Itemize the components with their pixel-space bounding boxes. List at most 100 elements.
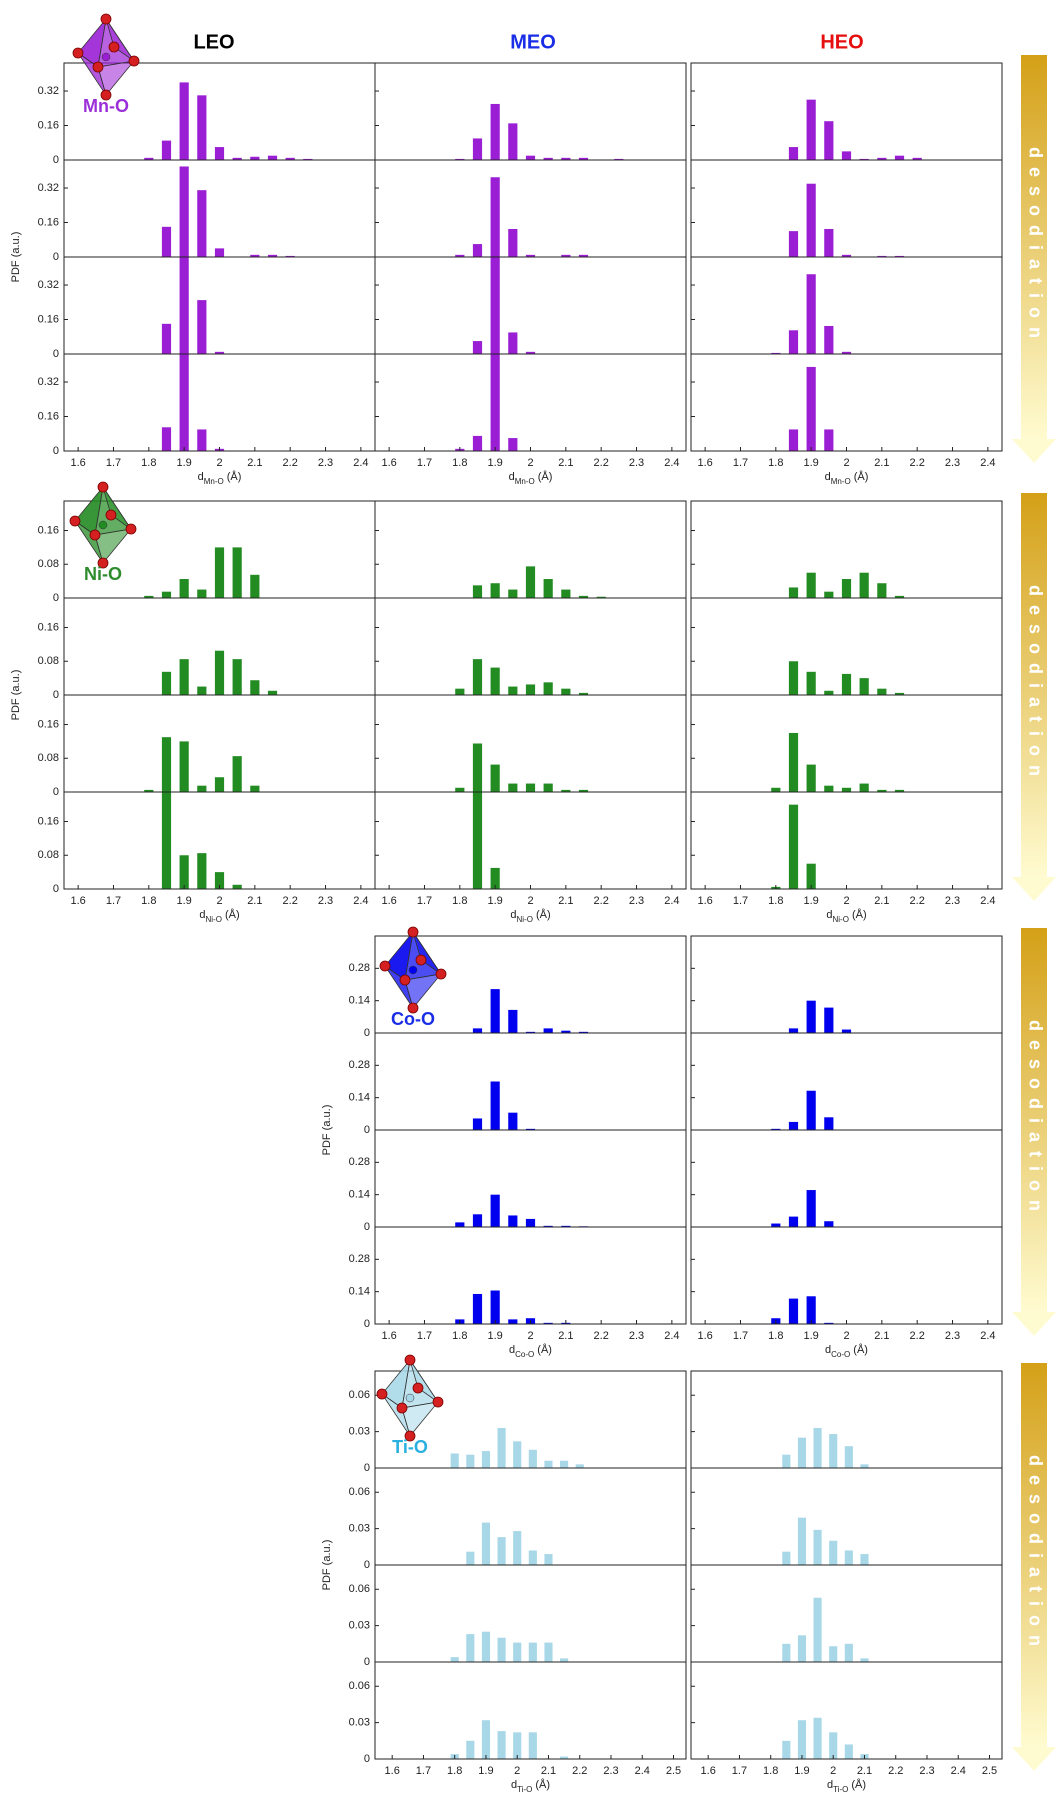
bar — [508, 1113, 517, 1130]
y-tick-label: 0.03 — [349, 1620, 370, 1632]
bar — [771, 1224, 780, 1227]
column-title: LEO — [193, 31, 234, 53]
bar — [233, 547, 242, 598]
side-label: desodiation — [1025, 1020, 1045, 1220]
panel-bars — [771, 274, 851, 354]
oxygen-atom — [380, 961, 390, 971]
bar — [473, 138, 482, 160]
bar — [789, 231, 798, 257]
x-axis-label: dMn-O(Å) — [825, 470, 869, 486]
bar — [250, 575, 259, 598]
bar — [526, 156, 535, 160]
bar — [491, 104, 500, 160]
metal-atom — [409, 966, 417, 974]
x-tick-label: 2.4 — [664, 457, 679, 469]
oxygen-atom — [93, 62, 103, 72]
y-tick-label: 0.32 — [38, 279, 59, 291]
bar — [491, 583, 500, 598]
bar — [473, 1028, 482, 1033]
x-label-sub: Co-O — [831, 1350, 850, 1359]
bar — [877, 689, 886, 695]
y-tick-label: 0 — [53, 592, 59, 604]
x-tick-label: 2.4 — [980, 457, 995, 469]
x-label-sub: Ni-O — [517, 915, 533, 924]
bar — [529, 1643, 537, 1662]
y-tick-label: 0.28 — [349, 1156, 370, 1168]
bar — [466, 1455, 474, 1468]
panel-bars — [162, 166, 295, 257]
panel-bars — [789, 573, 904, 598]
bar — [473, 436, 482, 451]
panel-bars — [144, 547, 259, 598]
x-tick-label: 2.3 — [919, 1765, 934, 1777]
bar — [807, 100, 816, 160]
bar — [508, 784, 517, 792]
panel-frame — [64, 257, 375, 354]
panel-bars — [451, 1632, 569, 1662]
panel-bars — [771, 1190, 833, 1227]
x-axis-label: dNi-O(Å) — [199, 908, 239, 924]
x-tick-label: 1.7 — [416, 1765, 431, 1777]
panel-frame — [691, 257, 1002, 354]
x-label-unit: (Å) — [537, 1343, 552, 1356]
panel-bars — [455, 352, 517, 451]
x-tick-label: 2.1 — [874, 457, 889, 469]
bar — [180, 166, 189, 257]
panel-frame — [691, 695, 1002, 792]
x-tick-label: 1.6 — [381, 457, 396, 469]
bar — [829, 1646, 837, 1662]
bar — [807, 1091, 816, 1130]
bar — [544, 1461, 552, 1468]
y-tick-label: 0 — [364, 1753, 370, 1765]
bar — [782, 1455, 790, 1468]
bar — [789, 330, 798, 354]
x-axis-label: dNi-O(Å) — [510, 908, 550, 924]
bar — [560, 1658, 568, 1662]
panel-frame — [64, 354, 375, 451]
x-tick-label: 1.8 — [141, 895, 156, 907]
panel-bars — [789, 661, 904, 695]
panel-bars — [455, 1195, 588, 1227]
x-tick-label: 2.2 — [594, 1330, 609, 1342]
x-label-sub: Mn-O — [515, 477, 535, 486]
panel-frame — [375, 598, 686, 695]
y-tick-label: 0.08 — [38, 849, 59, 861]
panel-frame — [375, 257, 686, 354]
bar — [842, 579, 851, 598]
panel-bars — [789, 1001, 851, 1033]
x-tick-label: 2.4 — [980, 1330, 995, 1342]
bar — [491, 989, 500, 1033]
x-label-sub: Mn-O — [831, 477, 851, 486]
bar — [215, 651, 224, 695]
bar — [197, 429, 206, 451]
bar — [473, 585, 482, 598]
x-tick-label: 2.1 — [857, 1765, 872, 1777]
bar — [814, 1718, 822, 1759]
x-tick-label: 1.9 — [804, 457, 819, 469]
x-tick-label: 2.1 — [874, 895, 889, 907]
y-tick-label: 0.06 — [349, 1486, 370, 1498]
bar — [197, 300, 206, 354]
bar — [268, 691, 277, 695]
bar — [197, 590, 206, 598]
group-label: Mn-O — [83, 96, 129, 116]
x-tick-label: 1.8 — [768, 895, 783, 907]
y-tick-label: 0.14 — [349, 1286, 370, 1298]
panel-bars — [455, 744, 588, 793]
bar — [508, 1010, 517, 1033]
panel-frame — [691, 1130, 1002, 1227]
panel-frame — [64, 160, 375, 257]
bar — [824, 786, 833, 792]
bar — [789, 587, 798, 598]
y-tick-label: 0.28 — [349, 1253, 370, 1265]
y-tick-label: 0 — [53, 251, 59, 263]
x-tick-label: 1.9 — [794, 1765, 809, 1777]
figure: LEOMEOHEOdesodiationPDF (a.u.)00.160.320… — [0, 0, 1064, 1798]
x-label-sub: Ti-O — [517, 1785, 532, 1794]
x-tick-label: 2.2 — [283, 895, 298, 907]
y-tick-label: 0.32 — [38, 85, 59, 97]
oxygen-atom — [405, 1355, 415, 1365]
x-tick-label: 1.9 — [488, 895, 503, 907]
x-axis-label: dTi-O(Å) — [511, 1778, 550, 1794]
x-tick-label: 2.3 — [945, 457, 960, 469]
